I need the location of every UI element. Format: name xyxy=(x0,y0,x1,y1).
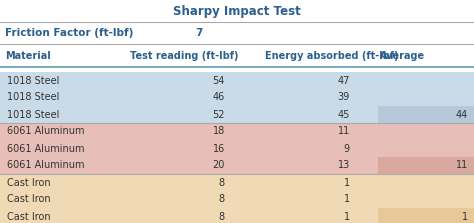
Text: 52: 52 xyxy=(212,109,225,120)
Text: 45: 45 xyxy=(337,109,350,120)
Text: 47: 47 xyxy=(337,76,350,85)
Text: 6061 Aluminum: 6061 Aluminum xyxy=(7,143,84,153)
Text: 8: 8 xyxy=(219,194,225,204)
Bar xyxy=(0,191,378,208)
Text: Cast Iron: Cast Iron xyxy=(7,194,51,204)
Bar xyxy=(0,106,378,123)
Text: 1: 1 xyxy=(462,211,468,221)
Bar xyxy=(0,174,378,191)
Bar xyxy=(0,157,378,174)
Text: Sharpy Impact Test: Sharpy Impact Test xyxy=(173,6,301,19)
Text: 1: 1 xyxy=(344,211,350,221)
Text: 18: 18 xyxy=(213,126,225,136)
Text: 7: 7 xyxy=(195,28,202,38)
Text: 8: 8 xyxy=(219,178,225,188)
Bar xyxy=(378,157,474,174)
Text: 16: 16 xyxy=(213,143,225,153)
Text: 1018 Steel: 1018 Steel xyxy=(7,76,59,85)
Text: Test reading (ft-lbf): Test reading (ft-lbf) xyxy=(130,51,238,61)
Text: 44: 44 xyxy=(456,109,468,120)
Text: Average: Average xyxy=(380,51,425,61)
Bar xyxy=(378,123,474,140)
Text: Friction Factor (ft-lbf): Friction Factor (ft-lbf) xyxy=(5,28,133,38)
Bar xyxy=(378,89,474,106)
Text: 6061 Aluminum: 6061 Aluminum xyxy=(7,161,84,171)
Bar xyxy=(378,208,474,223)
Text: 1018 Steel: 1018 Steel xyxy=(7,109,59,120)
Text: 11: 11 xyxy=(338,126,350,136)
Bar xyxy=(0,89,378,106)
Text: 1: 1 xyxy=(344,194,350,204)
Text: Cast Iron: Cast Iron xyxy=(7,211,51,221)
Bar xyxy=(0,123,378,140)
Text: 8: 8 xyxy=(219,211,225,221)
Bar xyxy=(0,208,378,223)
Bar xyxy=(378,140,474,157)
Text: 54: 54 xyxy=(213,76,225,85)
Text: 11: 11 xyxy=(456,161,468,171)
Bar xyxy=(378,174,474,191)
Text: 46: 46 xyxy=(213,93,225,103)
Bar xyxy=(378,106,474,123)
Bar xyxy=(0,140,378,157)
Text: 39: 39 xyxy=(338,93,350,103)
Bar xyxy=(0,72,378,89)
Text: Material: Material xyxy=(5,51,51,61)
Text: Energy absorbed (ft-lbf): Energy absorbed (ft-lbf) xyxy=(265,51,399,61)
Text: 9: 9 xyxy=(344,143,350,153)
Text: 6061 Aluminum: 6061 Aluminum xyxy=(7,126,84,136)
Bar xyxy=(378,72,474,89)
Text: 13: 13 xyxy=(338,161,350,171)
Text: Cast Iron: Cast Iron xyxy=(7,178,51,188)
Text: 1: 1 xyxy=(344,178,350,188)
Text: 20: 20 xyxy=(213,161,225,171)
Bar xyxy=(378,191,474,208)
Text: 1018 Steel: 1018 Steel xyxy=(7,93,59,103)
